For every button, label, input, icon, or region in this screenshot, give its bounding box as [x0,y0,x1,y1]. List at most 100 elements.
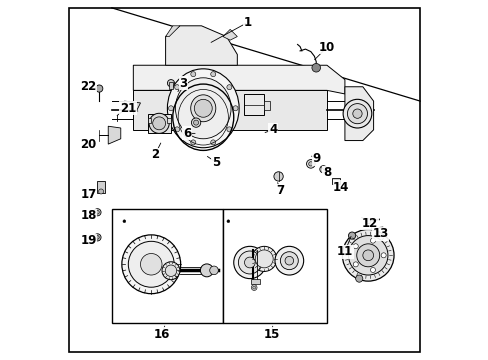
Ellipse shape [167,69,239,148]
Polygon shape [344,87,373,140]
Circle shape [356,244,379,267]
Circle shape [308,162,312,166]
Ellipse shape [175,78,230,139]
Text: 12: 12 [361,216,377,230]
Circle shape [149,113,169,134]
Circle shape [210,140,215,145]
Circle shape [94,234,101,241]
Text: 2: 2 [150,148,159,161]
Bar [112,209,223,323]
Bar [264,101,269,110]
Circle shape [194,99,212,117]
Circle shape [370,267,375,273]
Circle shape [342,229,393,281]
Circle shape [238,251,261,274]
Circle shape [209,266,218,275]
Circle shape [140,253,162,275]
Text: 16: 16 [154,328,170,341]
Polygon shape [133,65,344,94]
Circle shape [355,275,362,282]
Bar [250,279,260,284]
Bar [147,118,151,123]
Text: 22: 22 [80,80,97,93]
Polygon shape [223,30,237,40]
Circle shape [168,106,173,111]
Text: 15: 15 [263,328,279,341]
Text: 11: 11 [336,245,352,258]
Text: 7: 7 [276,184,284,197]
Circle shape [306,159,314,168]
Text: 17: 17 [80,188,97,201]
Circle shape [251,285,257,291]
Circle shape [152,117,165,130]
Polygon shape [124,101,140,110]
Text: 13: 13 [372,227,388,240]
Circle shape [346,104,367,124]
Circle shape [191,118,201,127]
Circle shape [348,235,387,275]
Circle shape [96,235,99,239]
Circle shape [99,189,103,194]
Circle shape [280,252,298,270]
Circle shape [371,226,375,230]
Circle shape [273,172,283,181]
Circle shape [96,211,99,214]
Circle shape [365,219,370,224]
Circle shape [244,257,255,268]
Circle shape [96,85,102,92]
Circle shape [190,140,195,145]
Circle shape [370,238,375,243]
Circle shape [200,264,213,277]
Circle shape [165,265,176,276]
Circle shape [190,72,195,77]
Circle shape [319,166,326,173]
Circle shape [226,127,231,132]
Circle shape [343,99,371,128]
Circle shape [193,120,198,125]
Bar [147,114,171,134]
Text: 18: 18 [80,210,97,222]
Bar [167,118,171,123]
Bar [332,178,340,184]
Polygon shape [133,90,326,130]
Circle shape [94,209,101,216]
Circle shape [311,63,320,72]
Text: 21: 21 [120,102,136,115]
Text: 9: 9 [311,152,320,165]
Circle shape [255,250,273,268]
Text: 20: 20 [80,138,97,150]
Bar [169,82,172,89]
Circle shape [252,286,255,289]
Text: 6: 6 [183,127,191,140]
Circle shape [122,235,180,294]
Circle shape [352,244,358,249]
Polygon shape [165,26,180,37]
Ellipse shape [190,95,215,122]
Circle shape [162,262,180,280]
Circle shape [210,72,215,77]
Text: 1: 1 [244,16,252,29]
Circle shape [122,220,125,223]
Circle shape [128,241,174,287]
Circle shape [348,232,355,239]
Polygon shape [108,126,121,144]
Bar [223,209,326,323]
Bar [97,181,104,193]
Circle shape [251,246,276,271]
Circle shape [352,262,358,267]
Circle shape [233,246,265,279]
Circle shape [352,109,362,118]
Text: 19: 19 [80,234,97,247]
Bar [244,94,264,116]
Circle shape [380,253,386,258]
Text: 3: 3 [179,77,187,90]
Circle shape [226,220,229,223]
Circle shape [226,85,231,90]
Circle shape [167,80,174,87]
Circle shape [233,106,238,111]
Polygon shape [165,26,237,65]
Text: 8: 8 [322,166,330,179]
Circle shape [362,250,373,261]
Text: 14: 14 [332,181,349,194]
Text: 4: 4 [268,123,277,136]
